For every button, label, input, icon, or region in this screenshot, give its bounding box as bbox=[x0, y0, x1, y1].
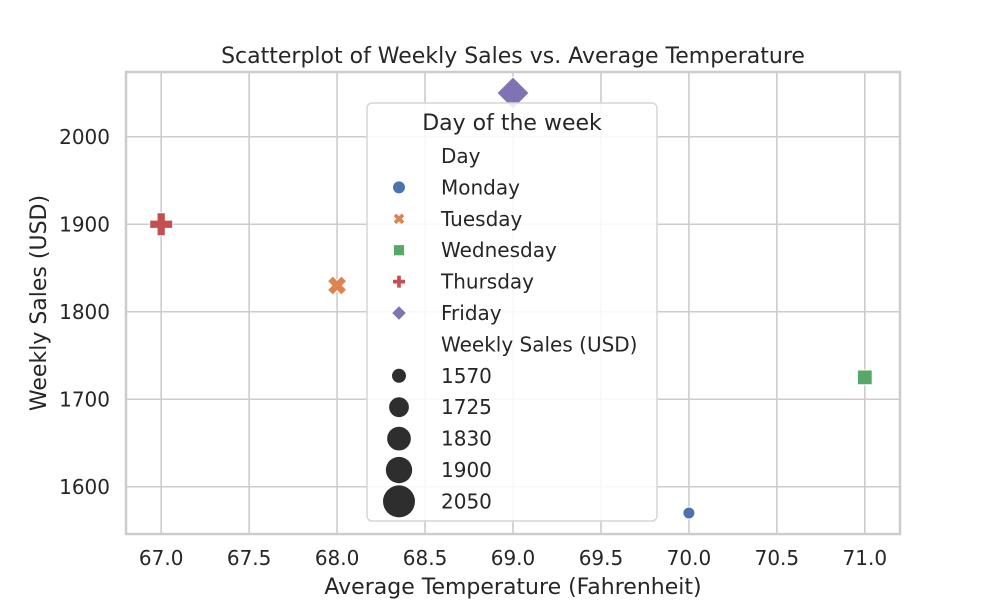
plot-frame bbox=[124, 70, 902, 536]
x-tick-label: 67.0 bbox=[139, 546, 184, 570]
x-axis-label: Average Temperature (Fahrenheit) bbox=[324, 575, 701, 600]
data-point-thursday bbox=[149, 212, 174, 237]
legend-hue-header: Day bbox=[441, 144, 481, 168]
legend-marker-tuesday bbox=[392, 212, 406, 226]
legend-label-wednesday: Wednesday bbox=[441, 238, 557, 262]
y-tick-label: 1800 bbox=[59, 300, 110, 324]
legend-marker-friday bbox=[390, 304, 408, 322]
legend-size-marker bbox=[385, 456, 413, 484]
legend-box bbox=[366, 102, 658, 522]
x-tick-label: 69.0 bbox=[491, 546, 536, 570]
x-axis-ticks: 67.0 67.5 68.0 68.5 69.0 69.5 70.0 70.5 71.0 bbox=[139, 546, 887, 570]
x-tick-label: 67.5 bbox=[227, 546, 272, 570]
legend-title: Day of the week bbox=[422, 111, 602, 136]
data-points bbox=[149, 76, 873, 520]
legend-size-header: Weekly Sales (USD) bbox=[441, 332, 637, 356]
legend-label-thursday: Thursday bbox=[440, 270, 534, 294]
data-point-monday bbox=[682, 506, 696, 520]
legend-size-marker bbox=[383, 485, 415, 518]
x-tick-label: 68.0 bbox=[315, 546, 360, 570]
legend-size-label: 1830 bbox=[441, 427, 492, 451]
x-tick-label: 69.5 bbox=[579, 546, 624, 570]
legend: Day of the week Day Monday Tuesday Wednesday… bbox=[366, 102, 658, 522]
y-tick-label: 1600 bbox=[59, 475, 110, 499]
y-tick-label: 1900 bbox=[59, 212, 110, 236]
legend-size-marker bbox=[392, 368, 406, 383]
data-point-wednesday bbox=[856, 369, 873, 386]
data-point-tuesday bbox=[326, 275, 348, 296]
chart-title: Scatterplot of Weekly Sales vs. Average … bbox=[221, 44, 805, 69]
legend-size-marker bbox=[387, 426, 411, 451]
y-axis-label: Weekly Sales (USD) bbox=[27, 195, 52, 411]
legend-size-label: 1570 bbox=[441, 364, 492, 388]
y-tick-label: 2000 bbox=[59, 125, 110, 149]
legend-marker-wednesday bbox=[392, 244, 406, 257]
legend-size-label: 1900 bbox=[441, 458, 492, 482]
legend-label-friday: Friday bbox=[441, 301, 502, 325]
legend-marker-thursday bbox=[392, 274, 406, 289]
legend-marker-monday bbox=[392, 180, 406, 195]
x-tick-label: 70.0 bbox=[667, 546, 712, 570]
legend-size-label: 2050 bbox=[441, 489, 492, 513]
legend-size-marker bbox=[389, 397, 409, 418]
y-tick-label: 1700 bbox=[59, 387, 110, 411]
x-tick-label: 68.5 bbox=[403, 546, 448, 570]
legend-size-label: 1725 bbox=[441, 395, 492, 419]
x-tick-label: 71.0 bbox=[843, 546, 888, 570]
legend-label-monday: Monday bbox=[441, 175, 520, 199]
x-tick-label: 70.5 bbox=[755, 546, 800, 570]
legend-label-tuesday: Tuesday bbox=[440, 207, 523, 231]
y-axis-ticks: 1600 1700 1800 1900 2000 bbox=[59, 125, 110, 499]
